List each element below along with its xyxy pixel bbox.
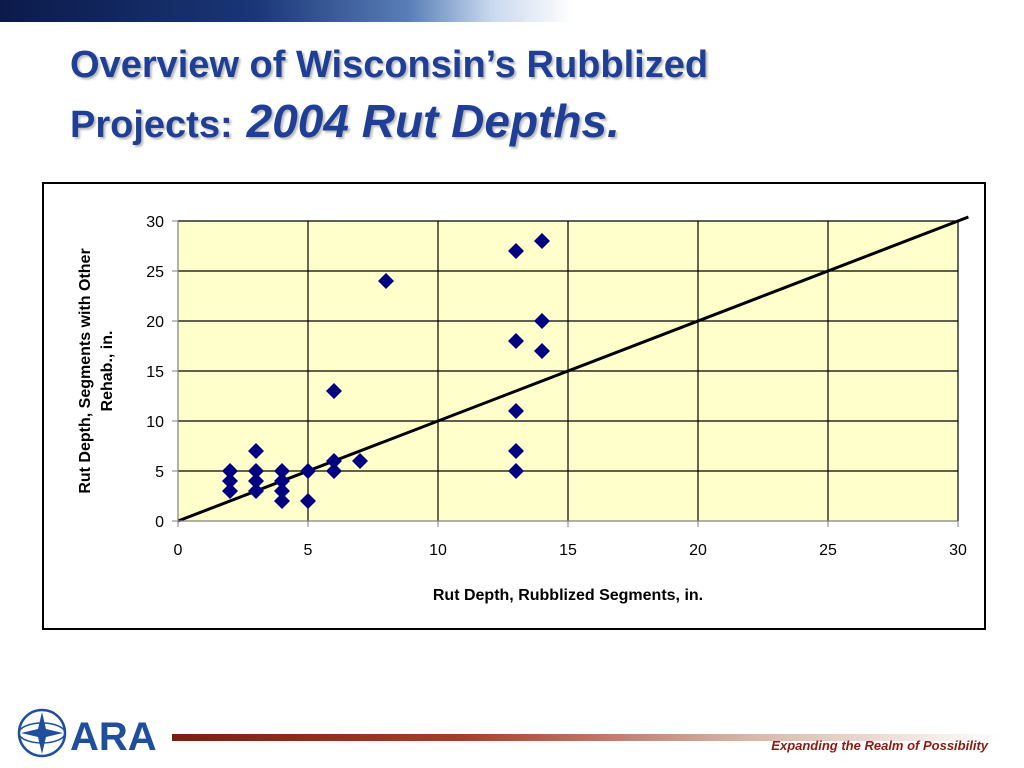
data-point <box>508 243 524 259</box>
data-point <box>222 483 238 499</box>
data-point <box>274 483 290 499</box>
data-point <box>508 463 524 479</box>
logo-text: ARA <box>70 715 157 759</box>
y-tick-label: 30 <box>146 214 164 231</box>
y-tick-labels: 0 5 10 15 20 25 30 <box>146 214 164 531</box>
axes <box>172 220 959 527</box>
x-tick-label: 0 <box>174 542 183 559</box>
data-point <box>274 473 290 489</box>
x-tick-label: 5 <box>304 542 313 559</box>
scatter-chart: 0 5 10 15 20 25 30 0 5 10 15 20 25 30 Rut Depth, Rub… <box>77 214 969 604</box>
data-point <box>534 313 550 329</box>
y-tick-label: 15 <box>146 364 164 381</box>
data-point <box>508 333 524 349</box>
y-tick-label: 5 <box>155 464 164 481</box>
data-point <box>248 483 264 499</box>
data-point <box>534 343 550 359</box>
title-line-1: Overview of Wisconsin’s Rubblized <box>70 44 709 86</box>
data-point <box>534 233 550 249</box>
x-tick-label: 25 <box>819 542 837 559</box>
y-axis-label: Rut Depth, Segments with Other Rehab., in… <box>77 248 116 493</box>
x-tick-label: 20 <box>689 542 707 559</box>
x-tick-label: 10 <box>429 542 447 559</box>
data-point <box>248 463 264 479</box>
x-tick-label: 30 <box>949 542 967 559</box>
y-tick-label: 20 <box>146 314 164 331</box>
title-emphasis: 2004 Rut Depths. <box>246 95 620 147</box>
data-points <box>222 233 550 509</box>
data-point <box>274 493 290 509</box>
data-point <box>378 273 394 289</box>
chart-frame: 0 5 10 15 20 25 30 0 5 10 15 20 25 30 Rut Depth, Rub… <box>42 182 986 630</box>
data-point <box>508 443 524 459</box>
title-line-2: Projects: 2004 Rut Depths. <box>70 96 708 150</box>
y-tick-label: 0 <box>155 514 164 531</box>
data-point <box>300 463 316 479</box>
ara-logo: ARA <box>17 708 157 759</box>
y-tick-label: 10 <box>146 414 164 431</box>
y-tick-label: 25 <box>146 264 164 281</box>
data-point <box>222 463 238 479</box>
x-tick-label: 15 <box>559 542 577 559</box>
title-projects: Projects: <box>70 104 233 146</box>
data-point <box>352 453 368 469</box>
footer-rule <box>172 734 1002 741</box>
data-point <box>248 473 264 489</box>
slide-title: Overview of Wisconsin’s Rubblized Projec… <box>70 40 708 150</box>
x-axis-label: Rut Depth, Rubblized Segments, in. <box>433 587 703 604</box>
data-point <box>274 463 290 479</box>
data-point <box>326 383 342 399</box>
data-point <box>222 473 238 489</box>
data-point <box>326 453 342 469</box>
data-point <box>508 403 524 419</box>
x-tick-labels: 0 5 10 15 20 25 30 <box>174 542 967 559</box>
data-point <box>300 493 316 509</box>
data-point <box>248 443 264 459</box>
tagline: Expanding the Realm of Possibility <box>771 738 988 753</box>
header-band <box>0 0 1024 22</box>
y-axis-label-line: Rehab., in. <box>99 331 116 412</box>
data-point <box>326 463 342 479</box>
y-axis-label-line: Rut Depth, Segments with Other <box>77 248 94 493</box>
